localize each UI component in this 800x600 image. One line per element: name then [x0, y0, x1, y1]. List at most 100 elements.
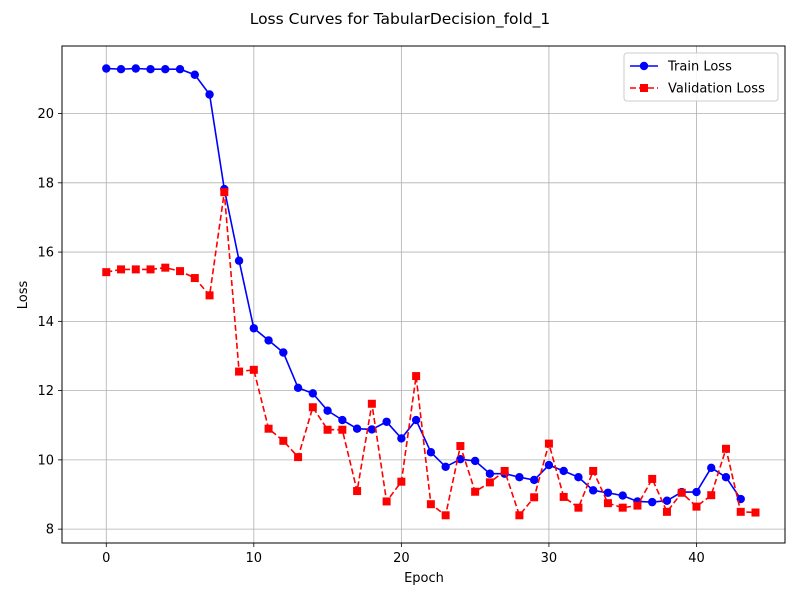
validation-loss-point: [648, 474, 657, 483]
train-loss-point: [308, 389, 318, 398]
validation-loss-point: [721, 444, 730, 453]
validation-loss-point: [603, 499, 612, 508]
train-loss-point: [485, 469, 495, 478]
train-loss-point: [529, 475, 539, 485]
train-loss-point: [234, 256, 244, 265]
train-loss-point: [411, 415, 421, 425]
train-loss-point: [146, 65, 155, 74]
validation-loss-point: [618, 503, 627, 512]
train-loss-point: [574, 472, 583, 482]
y-tick-label: 18: [37, 176, 54, 191]
validation-loss-point: [249, 365, 258, 374]
y-tick-label: 14: [37, 315, 54, 330]
validation-loss-point: [530, 493, 539, 502]
train-loss-point: [116, 65, 126, 74]
validation-loss-point: [589, 466, 598, 475]
y-tick-label: 10: [37, 453, 54, 468]
validation-loss-point: [367, 399, 376, 408]
validation-loss-point: [146, 265, 155, 274]
validation-loss-point: [131, 265, 140, 274]
validation-loss-point: [264, 424, 273, 433]
validation-loss-point: [176, 267, 185, 276]
validation-loss-point: [662, 507, 671, 516]
train-loss-point: [264, 336, 273, 345]
validation-loss-point: [279, 436, 288, 445]
train-loss-point: [397, 434, 406, 443]
validation-loss-point: [161, 263, 170, 272]
train-loss-point: [102, 64, 111, 73]
train-loss-point: [426, 448, 436, 457]
validation-loss-point: [559, 492, 568, 501]
x-tick-label: 0: [102, 551, 110, 566]
validation-loss-point: [640, 84, 648, 92]
validation-loss-point: [633, 501, 642, 510]
train-loss-point: [190, 70, 199, 79]
validation-loss-point: [220, 188, 229, 197]
grid: [62, 46, 785, 543]
x-tick-label: 20: [393, 551, 410, 566]
x-axis-label: Epoch: [404, 571, 444, 586]
train-loss-point: [544, 460, 554, 470]
validation-loss-point: [117, 265, 126, 274]
validation-loss-point: [515, 511, 524, 520]
train-loss-point: [338, 415, 347, 425]
train-loss-point: [662, 496, 672, 505]
validation-loss-point: [736, 507, 745, 516]
train-loss-point: [639, 61, 649, 71]
plot-frame: [61, 45, 786, 544]
train-loss-point: [352, 424, 362, 433]
train-loss-point: [588, 486, 598, 495]
validation-loss-point: [500, 466, 509, 475]
train-loss-point: [470, 456, 480, 466]
train-loss-point: [205, 90, 214, 99]
validation-loss-point: [471, 487, 480, 496]
train-loss-point: [618, 491, 627, 500]
series-group: [102, 64, 760, 520]
legend: Train Loss Validation Loss: [623, 52, 779, 102]
validation-loss-point: [353, 487, 362, 496]
validation-loss-point: [574, 503, 583, 512]
train-loss-point: [249, 324, 259, 333]
validation-loss-point: [308, 403, 317, 412]
validation-loss-point: [751, 508, 760, 517]
y-tick-label: 12: [37, 384, 54, 399]
x-tick-label: 40: [688, 551, 705, 566]
validation-loss-point: [692, 502, 701, 511]
y-axis-label: Loss: [16, 281, 31, 310]
train-loss-point: [161, 65, 170, 74]
validation-loss-point: [382, 497, 391, 506]
train-loss-point: [175, 65, 185, 74]
validation-loss-point: [235, 367, 244, 376]
train-loss-point: [279, 348, 288, 357]
validation-loss-point: [426, 500, 435, 509]
validation-loss-point: [294, 453, 303, 462]
train-loss-point: [707, 463, 716, 473]
train-loss-series: [102, 64, 745, 507]
train-loss-point: [515, 472, 524, 482]
validation-loss-point: [456, 442, 465, 451]
x-tick-label: 30: [541, 551, 558, 566]
train-loss-point: [559, 466, 568, 476]
validation-loss-point: [707, 491, 716, 500]
train-loss-point: [721, 472, 731, 482]
validation-loss-point: [190, 274, 199, 283]
validation-loss-point: [397, 477, 406, 486]
validation-loss-point: [338, 425, 347, 434]
validation-loss-point: [205, 291, 214, 300]
legend-label: Validation Loss: [668, 82, 765, 97]
validation-loss-point: [441, 511, 450, 520]
x-tick-label: 10: [246, 551, 263, 566]
train-loss-point: [382, 417, 391, 426]
train-loss-point: [131, 64, 140, 73]
train-loss-point: [456, 454, 465, 464]
train-loss-point: [367, 425, 377, 434]
train-loss-point: [692, 487, 701, 497]
validation-loss-point: [102, 268, 111, 277]
validation-loss-series: [102, 188, 760, 520]
legend-box: [623, 52, 779, 102]
y-tick-label: 20: [37, 107, 54, 122]
validation-loss-point: [323, 425, 332, 434]
train-loss-point: [323, 406, 332, 415]
validation-loss-point: [485, 478, 494, 487]
